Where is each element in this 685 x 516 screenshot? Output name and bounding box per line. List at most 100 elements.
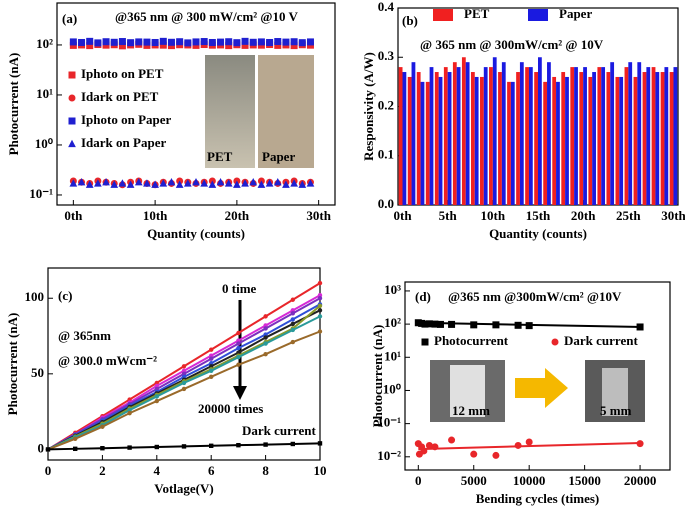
x-tick-label: 20th <box>225 208 250 223</box>
marker-square <box>274 41 282 49</box>
bar <box>434 72 439 206</box>
marker-triangle <box>134 178 143 186</box>
marker-square <box>45 447 51 452</box>
y-tick-label: 10⁻¹ <box>377 415 401 430</box>
marker-triangle <box>126 180 135 188</box>
marker-circle <box>127 397 132 402</box>
x-tick-label: 25th <box>616 208 641 223</box>
marker-circle <box>317 280 323 286</box>
x-tick-label: 5th <box>439 208 458 223</box>
marker-triangle <box>151 180 159 188</box>
x-tick-label: 10000 <box>513 473 546 488</box>
annotation: Dark current <box>242 423 316 438</box>
marker-circle <box>181 371 187 377</box>
x-tick-label: 30th <box>306 208 331 223</box>
marker-circle <box>290 327 295 333</box>
y-tick-label: 100 <box>25 289 45 304</box>
x-tick-label: 0th <box>393 208 412 223</box>
marker-circle <box>236 330 241 336</box>
y-tick-label: 10⁻¹ <box>29 186 53 201</box>
plot-frame <box>47 267 321 461</box>
marker-square <box>266 38 274 46</box>
y-tick-label: 0.1 <box>378 147 394 162</box>
bar <box>425 81 430 205</box>
annotation: @ 365 nm @ 300mW/cm² @ 10V <box>420 37 604 52</box>
y-tick-label: 50 <box>31 365 44 380</box>
marker-circle <box>525 438 533 446</box>
bar <box>516 72 520 206</box>
y-tick-label: 0.2 <box>378 97 394 112</box>
marker-square <box>135 38 143 46</box>
bar <box>543 81 548 205</box>
bar <box>489 67 493 205</box>
marker-triangle <box>298 180 307 188</box>
x-tick-label: 10th <box>143 208 168 223</box>
bar <box>538 57 542 205</box>
x-tick-label: 10 <box>314 463 327 478</box>
marker-circle <box>317 308 323 313</box>
marker-square <box>290 42 298 50</box>
marker-circle <box>317 314 323 319</box>
marker-square <box>167 38 175 46</box>
marker-circle <box>209 356 214 361</box>
bar <box>556 81 560 205</box>
bar <box>443 67 448 205</box>
x-tick-label: 4 <box>154 463 161 478</box>
marker-square <box>110 38 118 46</box>
marker-circle <box>263 323 268 328</box>
annotation: (c) <box>58 288 72 303</box>
marker-circle <box>181 374 187 380</box>
photo-pet <box>205 55 255 168</box>
marker-circle <box>236 341 241 346</box>
y-tick-label: 0.3 <box>378 48 395 63</box>
marker-circle <box>181 364 187 369</box>
marker-circle <box>317 303 323 308</box>
marker-triangle <box>175 180 184 188</box>
marker-triangle <box>290 179 298 187</box>
marker-triangle <box>265 179 274 187</box>
x-axis-label: Votlage(V) <box>154 481 213 496</box>
marker-square <box>118 42 126 50</box>
marker-square <box>236 442 241 448</box>
bar <box>637 62 642 205</box>
bar <box>461 57 466 205</box>
marker-triangle <box>233 180 241 188</box>
marker-circle <box>317 296 323 301</box>
marker-triangle <box>257 180 266 188</box>
bar <box>579 72 584 206</box>
legend-label: Paper <box>559 6 592 21</box>
marker-circle <box>492 451 500 459</box>
marker-circle <box>154 394 159 399</box>
plot-frame <box>56 2 336 206</box>
marker-circle <box>263 326 268 331</box>
marker-square <box>263 442 268 447</box>
bar <box>470 72 475 206</box>
marker-circle <box>73 436 78 442</box>
marker-square <box>257 38 265 46</box>
bar <box>420 81 425 205</box>
marker-circle <box>181 386 187 392</box>
annotation: PET <box>207 149 233 164</box>
y-tick-label: 10¹ <box>384 348 401 363</box>
series-line <box>418 321 641 328</box>
bar <box>547 62 551 205</box>
legend-label: Idark on Paper <box>81 135 166 150</box>
photo-paper <box>258 55 314 168</box>
marker-square <box>154 444 159 450</box>
y-tick-label: 10⁰ <box>383 381 402 396</box>
y-tick-label: 0 <box>38 440 45 455</box>
marker-square <box>94 39 102 47</box>
marker-square <box>200 38 208 46</box>
marker-circle <box>181 380 187 386</box>
marker-square <box>118 38 126 46</box>
marker-square <box>290 38 298 46</box>
legend-label: Iphoto on PET <box>81 66 164 81</box>
marker-circle <box>127 410 132 416</box>
bar <box>633 76 638 205</box>
bar <box>615 76 620 205</box>
marker-square <box>159 37 167 45</box>
y-axis-label: Photocurrent (nA) <box>370 325 385 428</box>
bar <box>501 62 506 205</box>
y-axis-label: Photocurrent (nA) <box>5 313 20 416</box>
bar <box>606 72 611 206</box>
